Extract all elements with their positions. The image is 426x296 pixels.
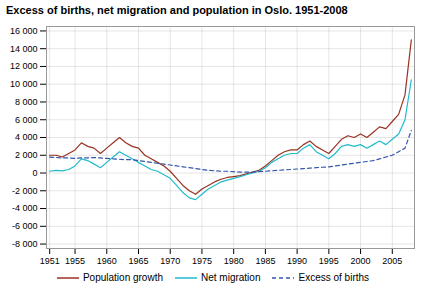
svg-text:1960: 1960 [97, 256, 117, 266]
svg-text:12 000: 12 000 [10, 61, 38, 71]
svg-text:2005: 2005 [382, 256, 402, 266]
svg-text:1990: 1990 [287, 256, 307, 266]
svg-text:1980: 1980 [224, 256, 244, 266]
html-text:Population growth: Population growth [82, 272, 163, 283]
svg-text:8 000: 8 000 [15, 97, 38, 107]
html-text:Excess of births, net migratio: Excess of births, net migration and popu… [6, 4, 348, 16]
svg-text:1965: 1965 [128, 256, 148, 266]
svg-text:1970: 1970 [160, 256, 180, 266]
html-text:Excess of births: Excess of births [298, 272, 370, 283]
svg-text:16 000: 16 000 [10, 26, 38, 36]
svg-text:-8 000: -8 000 [12, 239, 38, 249]
svg-text:1951: 1951 [40, 256, 60, 266]
svg-text:2 000: 2 000 [15, 150, 38, 160]
svg-text:10 000: 10 000 [10, 79, 38, 89]
svg-text:1975: 1975 [192, 256, 212, 266]
html-text:Net migration: Net migration [201, 272, 261, 283]
svg-text:2000: 2000 [351, 256, 371, 266]
svg-text:1955: 1955 [65, 256, 85, 266]
svg-text:-4 000: -4 000 [12, 203, 38, 213]
svg-text:1995: 1995 [319, 256, 339, 266]
svg-text:-6 000: -6 000 [12, 221, 38, 231]
svg-text:0: 0 [32, 168, 37, 178]
svg-text:6 000: 6 000 [15, 115, 38, 125]
svg-text:-2 000: -2 000 [12, 186, 38, 196]
svg-text:4 000: 4 000 [15, 132, 38, 142]
svg-text:1985: 1985 [255, 256, 275, 266]
svg-text:14 000: 14 000 [10, 44, 38, 54]
